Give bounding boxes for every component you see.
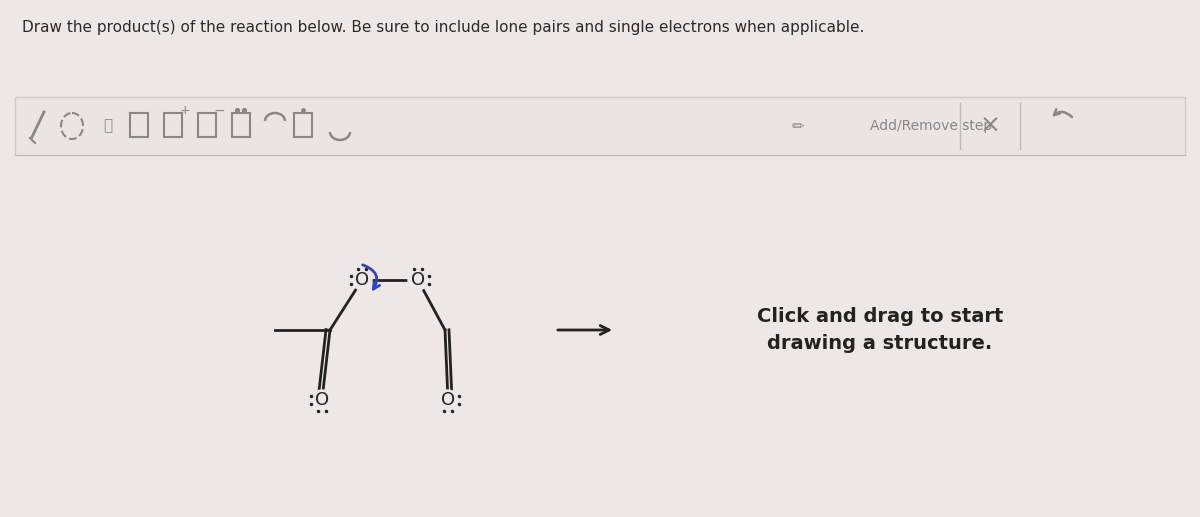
Bar [14, 97, 1186, 155]
Bar [198, 113, 216, 137]
Text: ✏: ✏ [792, 118, 804, 133]
Text: ×: × [979, 114, 1001, 138]
Text: Click and drag to start
drawing a structure.: Click and drag to start drawing a struct… [757, 307, 1003, 353]
Bar [164, 113, 182, 137]
Bar [130, 113, 148, 137]
Text: O: O [440, 391, 455, 409]
Circle shape [438, 390, 458, 410]
Circle shape [312, 390, 332, 410]
Bar [294, 113, 312, 137]
Circle shape [352, 270, 372, 290]
Text: Add/Remove step: Add/Remove step [870, 119, 992, 133]
Text: O: O [410, 271, 425, 289]
Text: 👆: 👆 [103, 118, 113, 133]
Text: Draw the product(s) of the reaction below. Be sure to include lone pairs and sin: Draw the product(s) of the reaction belo… [22, 20, 864, 35]
Bar [232, 113, 250, 137]
Text: −: − [214, 104, 224, 118]
Text: +: + [180, 103, 191, 116]
Text: O: O [314, 391, 329, 409]
Circle shape [408, 270, 428, 290]
Text: O: O [355, 271, 370, 289]
